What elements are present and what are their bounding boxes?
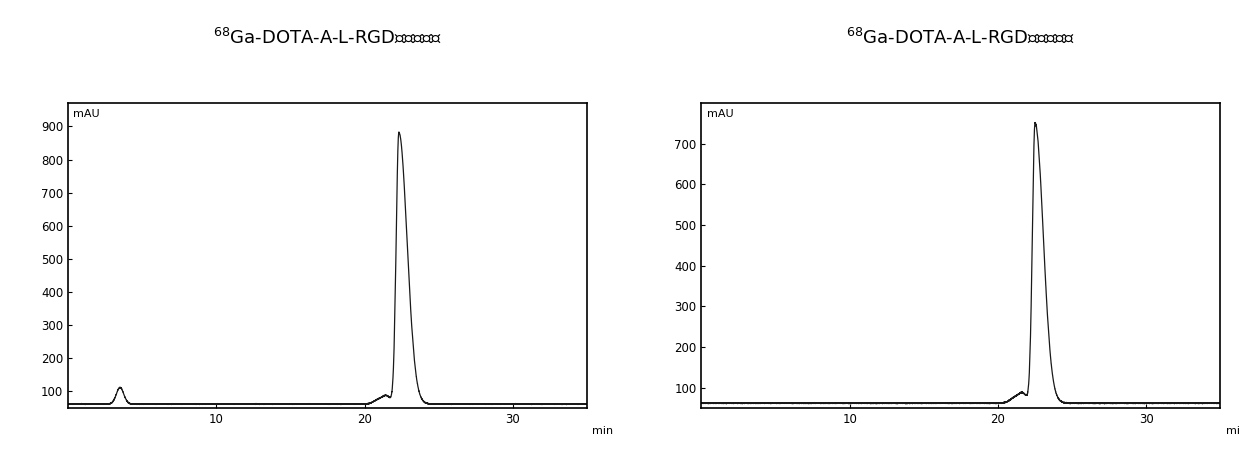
- Text: $^{68}$Ga-DOTA-A-L-RGD（纯化前）: $^{68}$Ga-DOTA-A-L-RGD（纯化前）: [213, 28, 442, 47]
- Text: mAU: mAU: [73, 109, 100, 119]
- Text: min: min: [1225, 426, 1239, 436]
- Text: $^{68}$Ga-DOTA-A-L-RGD（纯化后）: $^{68}$Ga-DOTA-A-L-RGD（纯化后）: [846, 28, 1075, 47]
- Text: min: min: [592, 426, 613, 436]
- Text: mAU: mAU: [706, 109, 733, 119]
